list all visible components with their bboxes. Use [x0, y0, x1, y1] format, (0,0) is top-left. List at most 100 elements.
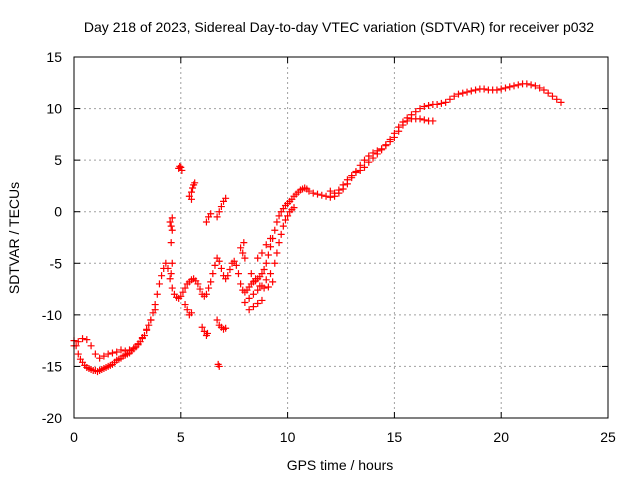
data-point-scattered-points — [254, 300, 262, 308]
data-point-secondary-track — [249, 290, 257, 298]
data-point-secondary-track — [121, 347, 129, 355]
chart-title: Day 218 of 2023, Sidereal Day-to-day VTE… — [84, 19, 594, 35]
data-point-scattered-points — [177, 163, 185, 171]
data-point-secondary-track — [245, 294, 253, 302]
data-point-main-track — [264, 251, 272, 259]
data-point-secondary-track — [343, 176, 351, 184]
data-point-main-track — [153, 290, 161, 298]
y-tick-label: 0 — [54, 204, 62, 220]
data-point-scattered-points — [245, 306, 253, 314]
data-point-secondary-track — [416, 115, 424, 123]
data-point-secondary-track — [403, 117, 411, 125]
data-point-scattered-points — [187, 188, 195, 196]
data-point-scattered-points — [187, 195, 195, 203]
data-point-scattered-points — [207, 210, 215, 218]
data-point-scattered-points — [189, 184, 197, 192]
data-point-main-track — [314, 190, 322, 198]
y-tick-label: 15 — [46, 49, 62, 65]
data-point-scattered-points — [260, 284, 268, 292]
data-point-scattered-points — [256, 282, 264, 290]
data-point-main-track — [207, 278, 215, 286]
data-point-scattered-points — [249, 303, 257, 311]
data-point-main-track — [497, 85, 505, 93]
data-point-main-track — [230, 257, 238, 265]
data-point-main-track — [412, 108, 420, 116]
data-point-main-track — [506, 83, 514, 91]
data-point-secondary-track — [126, 346, 134, 354]
data-point-main-track — [416, 105, 424, 113]
data-point-scattered-points — [183, 306, 191, 314]
data-point-scattered-points — [239, 249, 247, 257]
data-point-main-track — [459, 89, 467, 97]
data-point-scattered-points — [247, 270, 255, 278]
data-point-secondary-track — [117, 346, 125, 354]
data-point-secondary-track — [284, 212, 292, 220]
plot-frame — [73, 56, 609, 419]
data-point-secondary-track — [267, 270, 275, 278]
data-point-scattered-points — [167, 239, 175, 247]
data-point-main-track — [181, 284, 189, 292]
data-point-scattered-points — [168, 259, 176, 267]
y-tick-label: -15 — [42, 358, 62, 374]
data-point-secondary-track — [335, 186, 343, 194]
data-point-main-track — [217, 264, 225, 272]
data-point-main-track — [544, 89, 552, 97]
data-point-scattered-points — [267, 235, 275, 243]
data-point-main-track — [326, 193, 334, 201]
data-point-main-track — [267, 243, 275, 251]
data-point-secondary-track — [365, 158, 373, 166]
data-point-secondary-track — [352, 169, 360, 177]
y-axis-label: SDTVAR / TECUs — [6, 182, 22, 294]
data-point-main-track — [318, 191, 326, 199]
data-point-main-track — [557, 98, 565, 106]
data-point-main-track — [425, 101, 433, 109]
data-point-secondary-track — [79, 335, 87, 343]
data-point-secondary-track — [100, 352, 108, 360]
data-point-main-track — [158, 272, 166, 280]
data-point-secondary-track — [151, 306, 159, 314]
data-point-main-track — [527, 81, 535, 89]
data-point-main-track — [305, 187, 313, 195]
data-point-secondary-track — [273, 249, 281, 257]
data-point-secondary-track — [390, 133, 398, 141]
data-point-main-track — [472, 86, 480, 94]
data-point-main-track — [309, 189, 317, 197]
data-point-scattered-points — [167, 222, 175, 230]
data-point-main-track — [211, 261, 219, 269]
data-point-main-track — [226, 265, 234, 273]
data-point-secondary-track — [348, 172, 356, 180]
data-point-scattered-points — [258, 296, 266, 304]
data-point-secondary-track — [420, 116, 428, 124]
data-point-scattered-points — [178, 166, 186, 174]
data-point-main-track — [164, 264, 172, 272]
data-point-main-track — [446, 95, 454, 103]
data-point-scattered-points — [215, 208, 223, 216]
data-point-main-track — [194, 280, 202, 288]
data-point-main-track — [322, 192, 330, 200]
x-tick-label: 5 — [177, 429, 185, 445]
data-point-scattered-points — [187, 309, 195, 317]
data-point-secondary-track — [277, 230, 285, 238]
data-point-secondary-track — [91, 350, 99, 358]
data-point-scattered-points — [252, 275, 260, 283]
y-tick-label: -20 — [42, 410, 62, 426]
data-point-secondary-track — [130, 344, 138, 352]
data-point-secondary-track — [74, 338, 82, 346]
data-point-main-track — [510, 82, 518, 90]
data-point-main-track — [205, 284, 213, 292]
data-point-scattered-points — [202, 218, 210, 226]
data-point-main-track — [501, 84, 509, 92]
data-point-main-track — [273, 218, 281, 226]
data-point-scattered-points — [213, 316, 221, 324]
data-point-scattered-points — [222, 324, 230, 332]
data-point-scattered-points — [269, 278, 277, 286]
data-point-secondary-track — [113, 348, 121, 356]
data-point-main-track — [166, 275, 174, 283]
data-point-secondary-track — [275, 239, 283, 247]
data-point-secondary-track — [254, 286, 262, 294]
data-point-scattered-points — [181, 301, 189, 309]
data-point-main-track — [433, 100, 441, 108]
data-point-main-track — [224, 272, 232, 280]
data-point-main-track — [74, 350, 82, 358]
